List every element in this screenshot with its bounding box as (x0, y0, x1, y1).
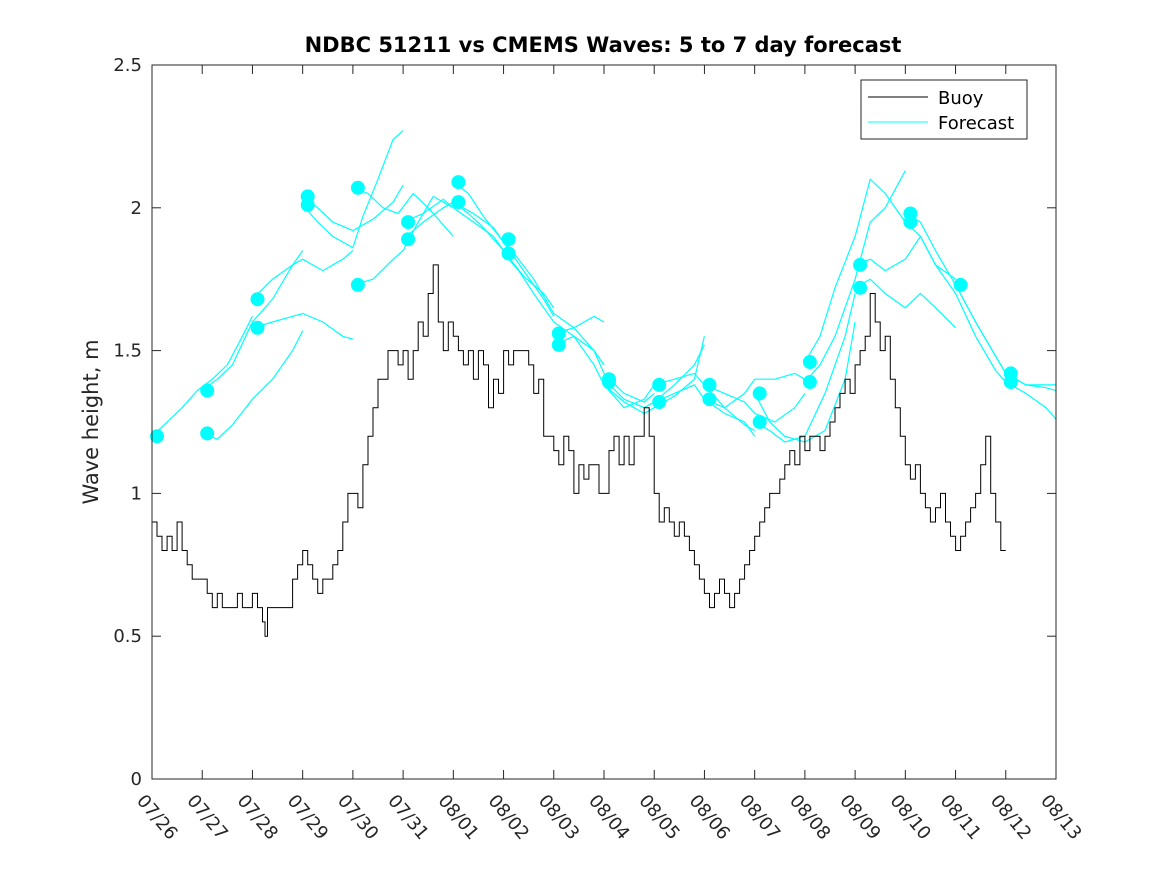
forecast-line-20 (653, 384, 756, 437)
x-tick-label-6: 08/01 (434, 791, 483, 844)
x-tick-label-8: 08/03 (534, 791, 583, 844)
forecast-line-5 (302, 184, 404, 232)
y-axis-label: Wave height, m (79, 339, 103, 504)
forecast-marker-3 (250, 292, 265, 307)
forecast-marker-9 (401, 215, 416, 230)
forecast-line-6 (302, 130, 404, 249)
forecast-marker-6 (300, 197, 315, 212)
forecast-marker-22 (702, 392, 717, 407)
forecast-marker-18 (602, 375, 616, 389)
forecast-marker-24 (752, 415, 767, 429)
y-tick-label-2: 1 (131, 483, 142, 504)
forecast-line-7 (352, 187, 454, 237)
forecast-marker-7 (350, 180, 365, 195)
x-tick-label-13: 08/08 (785, 791, 834, 844)
x-tick-label-18: 08/13 (1036, 791, 1085, 844)
forecast-marker-8 (350, 277, 365, 292)
forecast-line-21 (704, 384, 806, 423)
x-tick-label-4: 07/30 (333, 791, 382, 844)
x-tick-label-5: 07/31 (383, 791, 432, 844)
axes-box (151, 64, 1057, 780)
x-tick-label-0: 07/26 (132, 791, 181, 844)
x-tick-label-14: 08/09 (835, 791, 884, 844)
forecast-marker-0 (150, 429, 164, 444)
y-tick-label-5: 2.5 (113, 55, 142, 76)
forecast-marker-11 (451, 175, 466, 190)
forecast-marker-20 (652, 395, 667, 409)
forecast-line-3 (251, 250, 354, 300)
forecast-line-33 (1005, 381, 1057, 420)
forecast-marker-30 (903, 215, 918, 230)
y-tick-label-3: 1.5 (113, 341, 142, 362)
forecast-marker-25 (802, 355, 817, 369)
forecast-line-1 (201, 250, 304, 392)
forecast-line-15 (553, 327, 655, 403)
forecast-marker-26 (802, 375, 817, 389)
forecast-marker-13 (501, 232, 516, 247)
legend-label-forecast: Forecast (938, 113, 1014, 134)
forecast-line-4 (252, 312, 354, 340)
forecast-marker-31 (953, 277, 968, 292)
legend-label-buoy: Buoy (938, 88, 984, 109)
forecast-marker-21 (702, 377, 717, 392)
y-tick-label-4: 2 (131, 198, 142, 219)
forecast-marker-2 (200, 426, 215, 441)
buoy-line (152, 264, 1006, 637)
x-tick-label-11: 08/06 (685, 791, 734, 844)
forecast-line-8 (352, 195, 454, 286)
forecast-line-18 (603, 336, 705, 415)
forecast-marker-14 (501, 246, 516, 261)
forecast-marker-27 (853, 257, 868, 272)
forecast-marker-4 (250, 320, 265, 335)
y-tick-label-0: 0 (131, 769, 142, 790)
x-tick-label-10: 08/05 (634, 791, 683, 844)
forecast-line-9 (402, 198, 505, 251)
x-tick-label-1: 07/27 (182, 791, 231, 844)
axis-ticks: 0 0.5 1 1.5 2 2.5 07/26 07/27 07/28 07/29 07/30 07/… (113, 55, 1085, 844)
forecast-line-2 (201, 330, 304, 440)
x-tick-label-17: 08/12 (986, 791, 1035, 844)
forecast-marker-16 (551, 337, 566, 352)
forecast-marker-10 (401, 232, 416, 247)
forecast-line-26 (804, 170, 906, 383)
forecast-marker-1 (200, 383, 215, 398)
forecast-line-30 (904, 221, 1007, 383)
x-tick-label-2: 07/28 (233, 791, 282, 844)
x-tick-label-3: 07/29 (283, 791, 332, 844)
forecast-line-28 (854, 278, 957, 329)
plot-area (150, 130, 1057, 637)
x-tick-label-12: 08/07 (735, 791, 784, 844)
forecast-line-22 (704, 372, 806, 409)
forecast-line-25 (804, 178, 906, 363)
forecast-line-13 (503, 238, 605, 329)
forecast-marker-23 (752, 386, 767, 401)
x-tick-label-9: 08/04 (584, 791, 633, 844)
forecast-marker-28 (853, 280, 868, 295)
legend-box (860, 79, 1028, 140)
forecast-marker-12 (451, 195, 466, 210)
x-tick-label-15: 08/10 (886, 791, 935, 844)
x-tick-label-7: 08/02 (484, 791, 533, 844)
y-tick-label-1: 0.5 (113, 626, 142, 647)
legend: Buoy Forecast (860, 79, 1028, 140)
chart-title: NDBC 51211 vs CMEMS Waves: 5 to 7 day fo… (305, 33, 902, 57)
x-tick-label-16: 08/11 (936, 791, 985, 844)
forecast-marker-19 (652, 377, 667, 392)
forecast-marker-33 (1003, 375, 1018, 389)
